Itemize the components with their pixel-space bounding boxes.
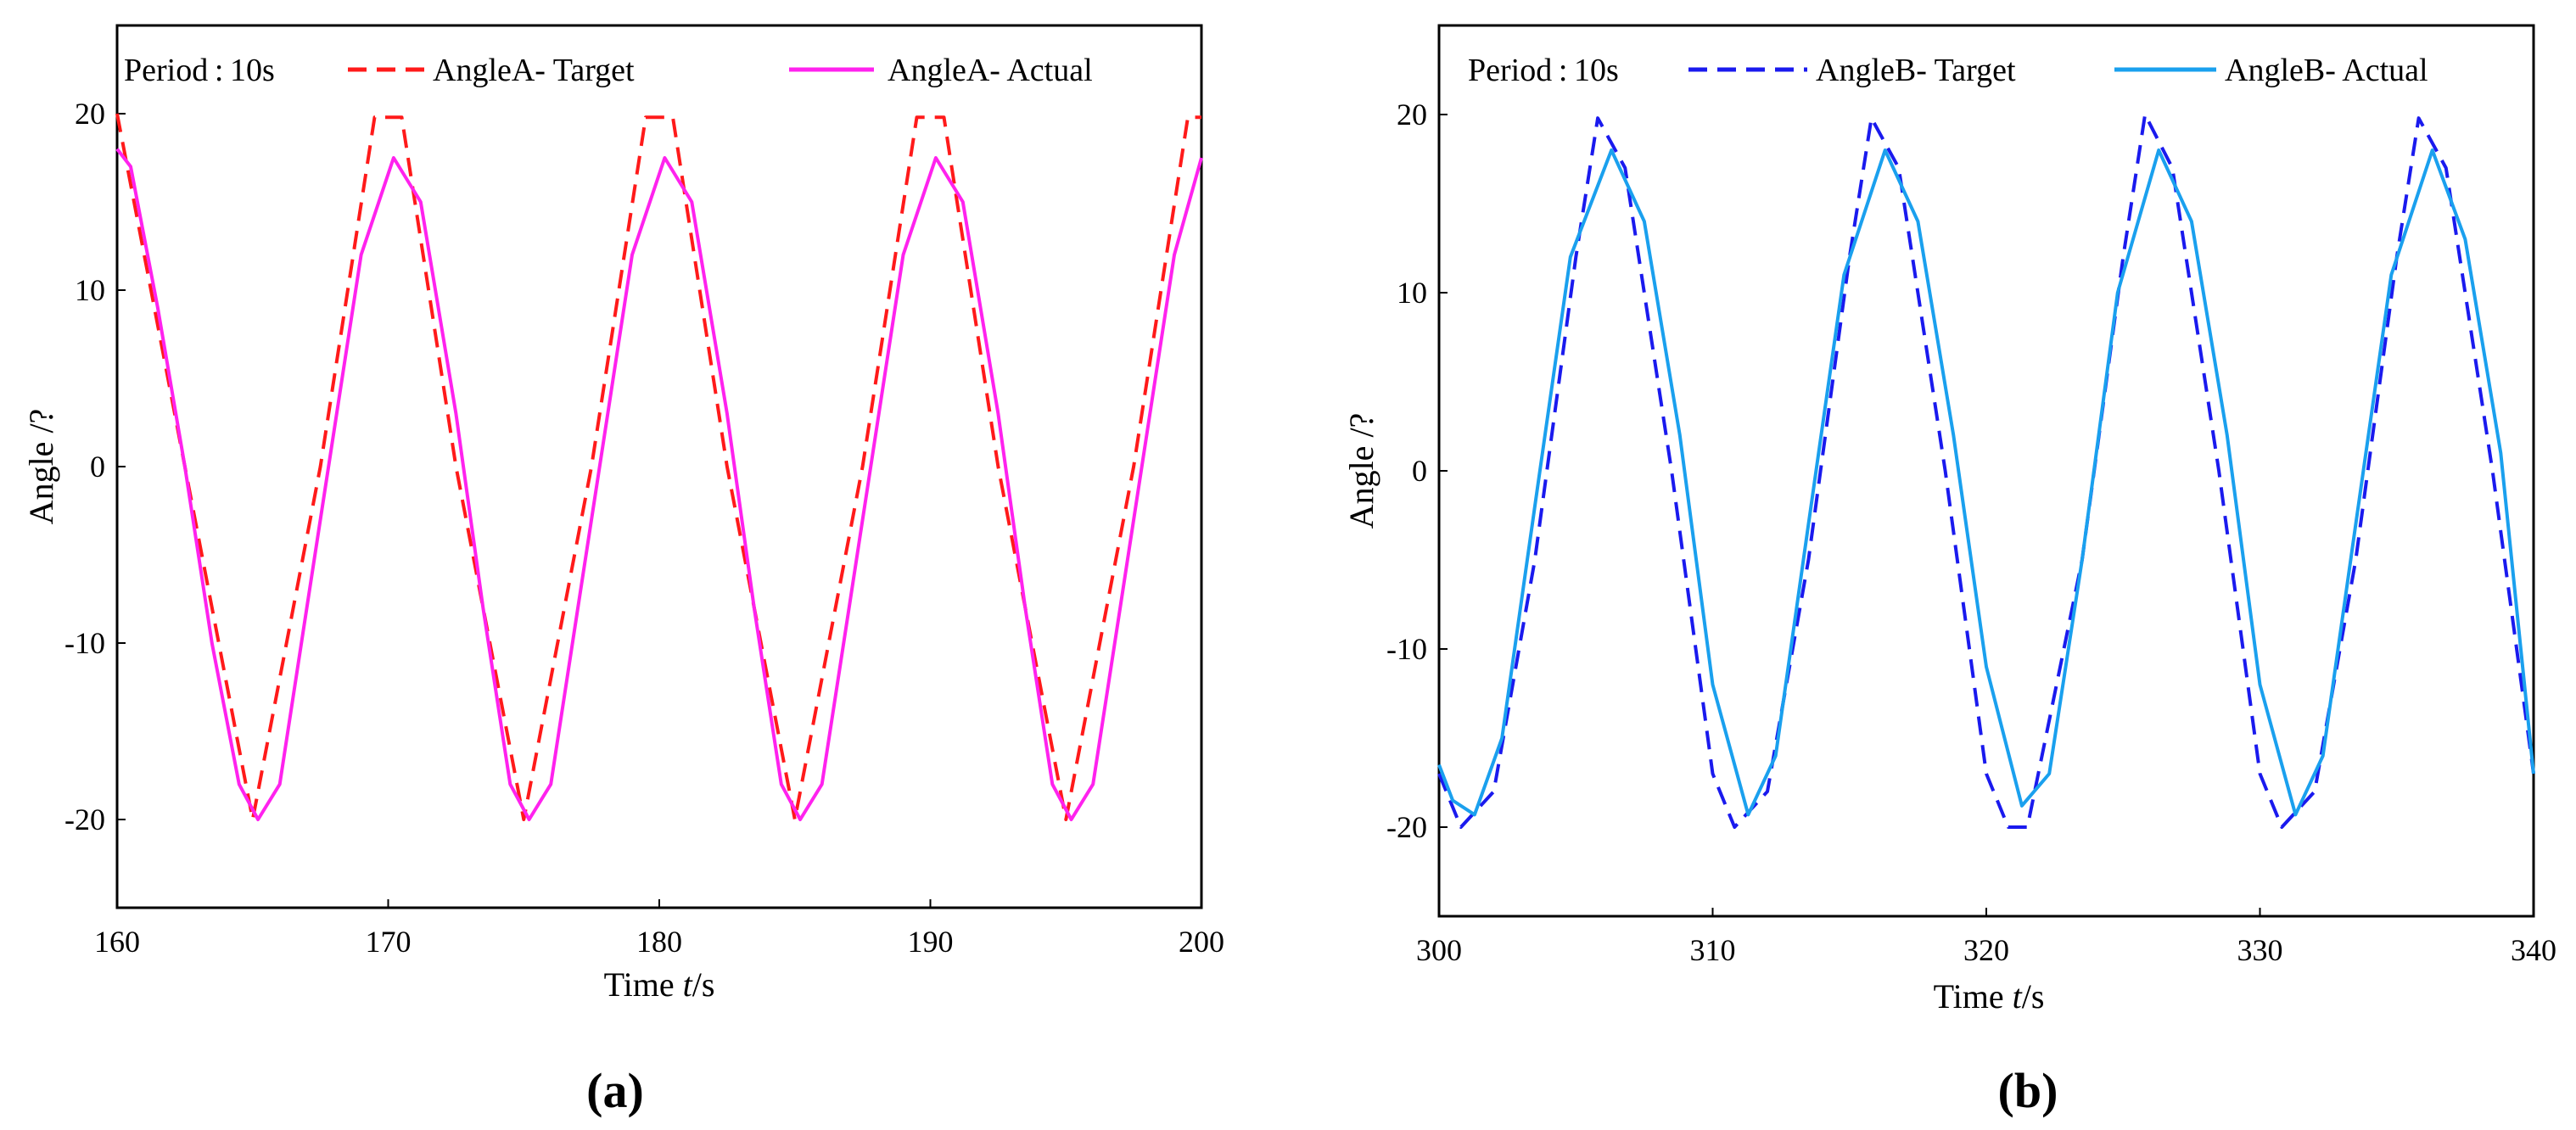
y-tick-label-b: 0 [1412,454,1427,488]
y-tick-label-a: 20 [75,97,105,131]
y-tick-label-b: 20 [1397,98,1427,131]
x-tick-label-b: 300 [1416,933,1462,967]
x-axis-label-b: Time t/s [1934,977,2045,1015]
x-axis-label-a-prefix: Time [604,965,683,1004]
x-tick-label-b: 330 [2237,933,2283,967]
annotation-a: Period : 10s [124,53,275,88]
y-tick-label-b: -20 [1386,810,1427,844]
x-axis-label-b-var: t [2013,977,2023,1015]
y-axis-label-b: Angle /? [1342,413,1380,529]
x-tick-label-a: 170 [366,925,412,959]
x-axis-label-a: Time t/s [604,965,715,1004]
legend-label-a-actual: AngleA- Actual [888,53,1093,88]
series-line-a-target [115,113,1201,821]
y-tick-label-a: 0 [90,450,105,484]
x-axis-label-a-var: t [683,965,693,1004]
panel-label-a: (a) [586,1063,644,1118]
x-tick-label-b: 310 [1690,933,1736,967]
legend-label-b-actual: AngleB- Actual [2225,53,2428,88]
legend-label-b-target: AngleB- Target [1816,53,2016,88]
y-tick-label-a: 10 [75,273,105,307]
x-tick-label-a: 160 [94,925,140,959]
y-tick-label-a: -10 [64,626,105,660]
y-axis-label-a: Angle /? [22,409,60,525]
panel-label-b: (b) [1998,1063,2058,1118]
chart-panel-a: -20 -10 0 10 20 160 170 180 190 200 Period : 10s… [22,24,1224,1118]
x-axis-label-b-suffix: /s [2022,977,2045,1015]
y-tick-label-a: -20 [64,803,105,836]
x-tick-label-a: 200 [1179,925,1224,959]
y-tick-label-b: 10 [1397,276,1427,310]
series-line-b-target [1437,113,2535,829]
x-tick-label-b: 340 [2511,933,2556,967]
x-tick-label-a: 180 [636,925,682,959]
chart-panel-b: -20 -10 0 10 20 300 310 320 330 340 Period : 10s… [1342,24,2556,1118]
y-tick-label-b: -10 [1386,632,1427,666]
plot-frame-b [1437,24,2535,918]
x-axis-label-a-suffix: /s [692,965,715,1004]
legend-label-a-target: AngleA- Target [433,53,635,88]
x-tick-label-a: 190 [908,925,954,959]
series-line-b-actual [1437,148,2535,817]
x-axis-label-b-prefix: Time [1934,977,2013,1015]
annotation-b: Period : 10s [1468,53,1619,88]
series-line-a-actual [115,148,1203,821]
x-tick-label-b: 320 [1963,933,2009,967]
